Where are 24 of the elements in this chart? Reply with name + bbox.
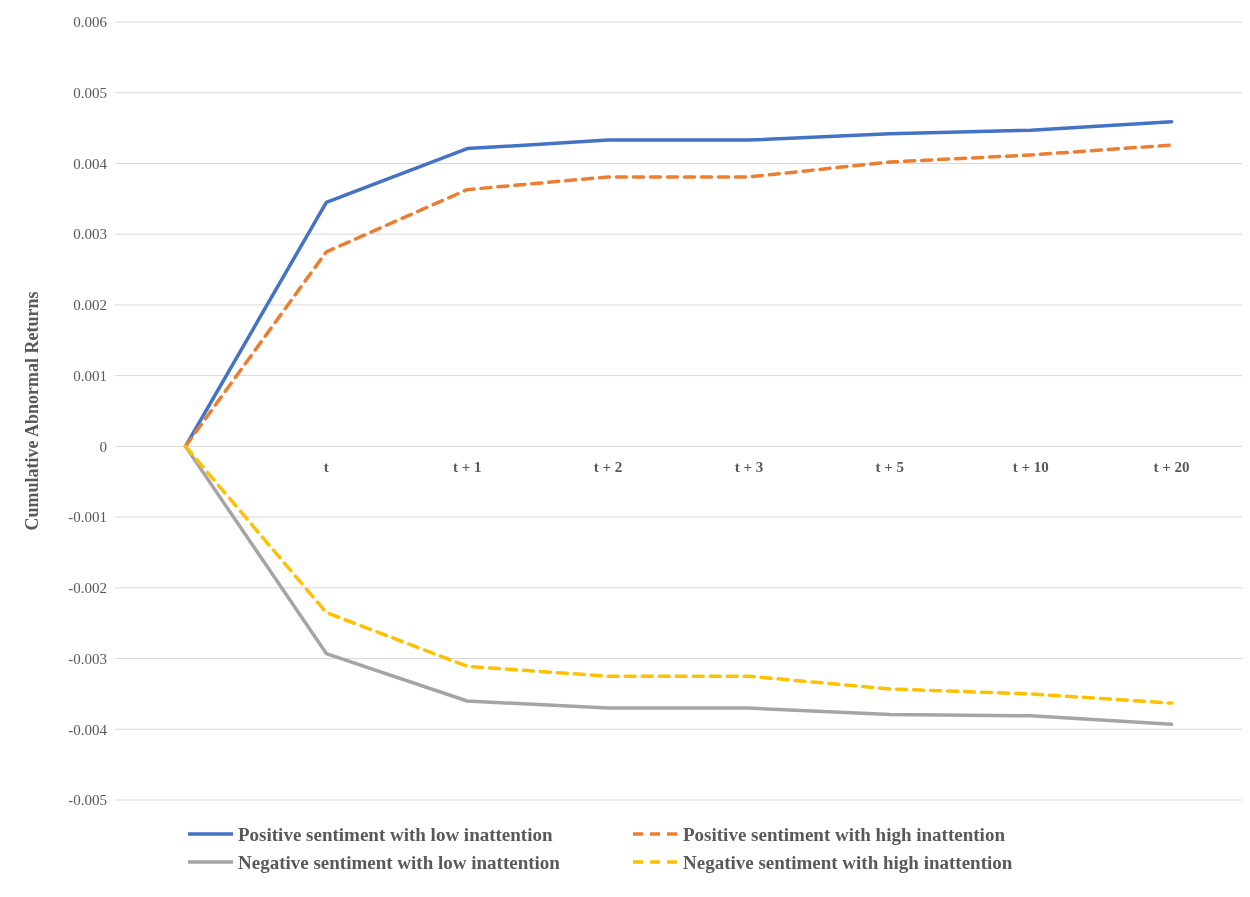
y-tick-label: 0.003	[73, 226, 107, 243]
y-tick-label: -0.004	[68, 721, 108, 738]
x-tick-label: t + 5	[875, 459, 905, 476]
y-tick-label: 0	[99, 438, 107, 455]
y-tick-label: 0.006	[73, 14, 108, 31]
y-tick-label: 0.005	[73, 84, 107, 101]
legend-label: Negative sentiment with low inattention	[238, 851, 561, 873]
y-tick-label: -0.003	[68, 650, 107, 667]
x-tick-label: t	[323, 459, 329, 476]
y-tick-label: 0.002	[73, 297, 107, 314]
legend-label: Positive sentiment with high inattention	[683, 823, 1006, 845]
y-tick-label: -0.002	[68, 580, 107, 597]
y-axis-title: Cumulative Abnormal Returns	[22, 291, 42, 531]
y-tick-label: -0.005	[68, 792, 107, 809]
x-tick-label: t + 2	[593, 459, 623, 476]
y-tick-label: -0.001	[68, 509, 107, 526]
x-tick-label: t + 20	[1153, 459, 1190, 476]
y-tick-label: 0.001	[73, 367, 107, 384]
x-tick-label: t + 1	[452, 459, 482, 476]
y-tick-label: 0.004	[73, 155, 108, 172]
x-tick-label: t + 3	[734, 459, 764, 476]
x-tick-label: t + 10	[1012, 459, 1049, 476]
legend-label: Negative sentiment with high inattention	[683, 851, 1013, 873]
legend-label: Positive sentiment with low inattention	[238, 823, 553, 845]
